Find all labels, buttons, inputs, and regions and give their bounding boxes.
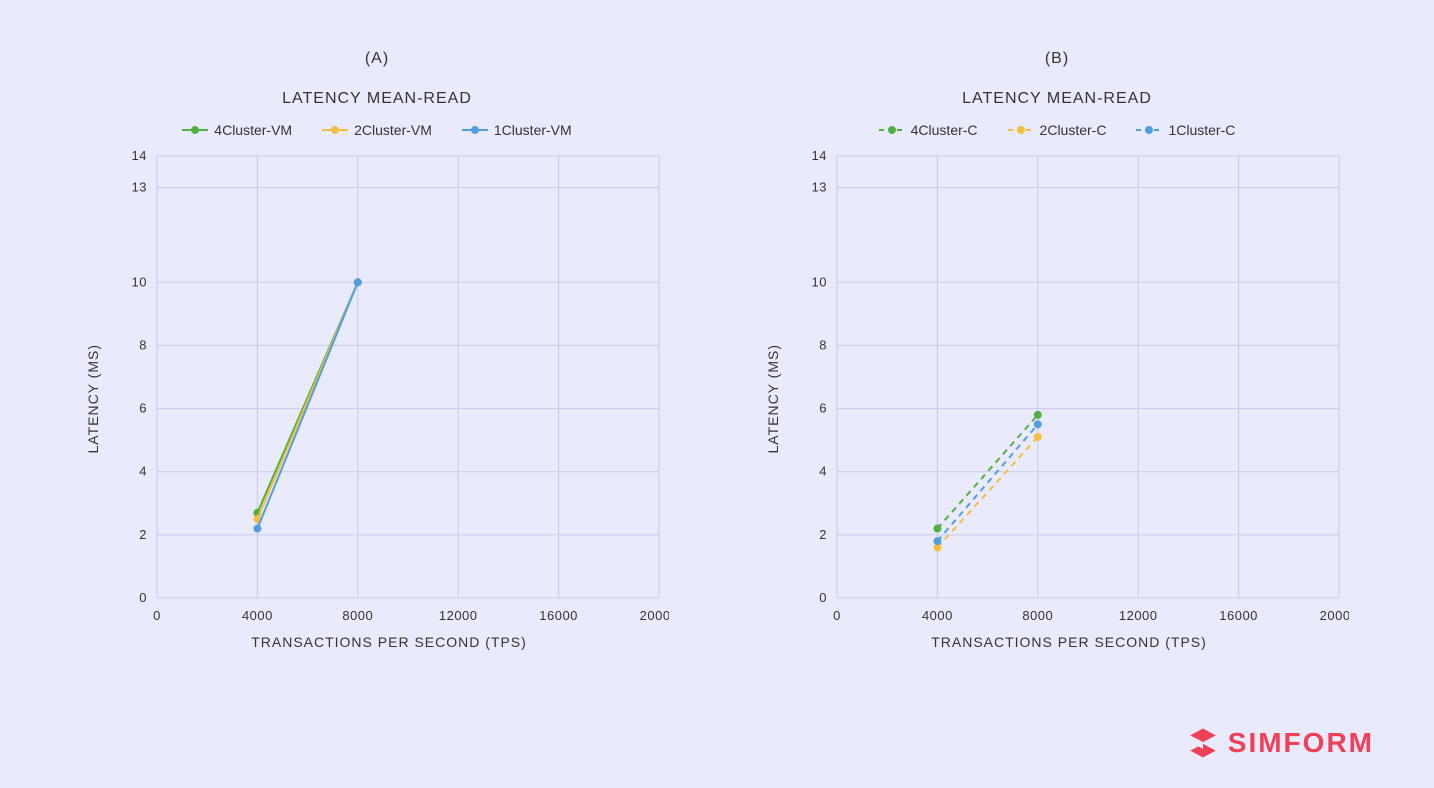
legend-item: 1Cluster-C <box>1136 122 1235 138</box>
legend-item: 1Cluster-VM <box>462 122 572 138</box>
svg-text:0: 0 <box>833 608 841 623</box>
legend: 4Cluster-VM 2Cluster-VM 1Cluster-VM <box>182 122 571 138</box>
series-line <box>937 437 1037 548</box>
svg-text:0: 0 <box>139 590 147 605</box>
svg-text:4000: 4000 <box>922 608 953 623</box>
svg-text:13: 13 <box>812 180 827 195</box>
chart-panel-0: (A) LATENCY MEAN-READ 4Cluster-VM 2Cluster-… <box>67 50 687 650</box>
svg-text:13: 13 <box>132 180 147 195</box>
series-marker <box>933 525 941 533</box>
series-marker <box>354 278 362 286</box>
x-axis-label: TRANSACTIONS PER SECOND (TPS) <box>251 634 527 650</box>
y-axis-label: LATENCY (MS) <box>765 344 781 454</box>
svg-text:12000: 12000 <box>439 608 478 623</box>
simform-logo-icon <box>1186 726 1220 760</box>
plot-svg: 0 4000 8000 12000 16000 20000 0 2 4 6 8 10 13 14 <box>789 148 1349 628</box>
svg-text:8: 8 <box>819 337 827 352</box>
svg-text:4000: 4000 <box>242 608 273 623</box>
svg-text:8000: 8000 <box>342 608 373 623</box>
svg-text:20000: 20000 <box>1320 608 1349 623</box>
svg-text:4: 4 <box>139 464 147 479</box>
legend-swatch <box>879 129 905 131</box>
y-axis-label: LATENCY (MS) <box>85 344 101 454</box>
legend-swatch <box>462 129 488 131</box>
series-marker <box>933 537 941 545</box>
brand-logo-text: SIMFORM <box>1228 727 1374 759</box>
svg-text:8: 8 <box>139 337 147 352</box>
plot-wrap: 0 4000 8000 12000 16000 20000 0 2 4 6 8 10 13 14 TRANS… <box>789 148 1349 650</box>
series-marker <box>253 525 261 533</box>
svg-text:16000: 16000 <box>539 608 578 623</box>
charts-row: (A) LATENCY MEAN-READ 4Cluster-VM 2Cluster-… <box>0 0 1434 670</box>
svg-text:10: 10 <box>812 274 827 289</box>
legend-swatch <box>182 129 208 131</box>
panel-label: (A) <box>365 50 389 68</box>
svg-text:8000: 8000 <box>1022 608 1053 623</box>
brand-logo: SIMFORM <box>1186 726 1374 760</box>
legend-item: 2Cluster-C <box>1008 122 1107 138</box>
series-marker <box>1034 433 1042 441</box>
svg-text:10: 10 <box>132 274 147 289</box>
svg-text:14: 14 <box>132 148 147 163</box>
svg-text:16000: 16000 <box>1219 608 1258 623</box>
legend-item: 4Cluster-VM <box>182 122 292 138</box>
svg-text:12000: 12000 <box>1119 608 1158 623</box>
legend-swatch <box>322 129 348 131</box>
svg-text:2: 2 <box>819 527 827 542</box>
legend-swatch <box>1136 129 1162 131</box>
svg-text:0: 0 <box>819 590 827 605</box>
svg-text:6: 6 <box>819 401 827 416</box>
series-marker <box>1034 420 1042 428</box>
svg-text:0: 0 <box>153 608 161 623</box>
chart-body: LATENCY (MS) 0 4000 8000 12000 16000 20000 0 2 4 6… <box>765 148 1349 650</box>
legend-item: 2Cluster-VM <box>322 122 432 138</box>
plot-svg: 0 4000 8000 12000 16000 20000 0 2 4 6 8 10 13 14 <box>109 148 669 628</box>
plot-wrap: 0 4000 8000 12000 16000 20000 0 2 4 6 8 10 13 14 TRANS… <box>109 148 669 650</box>
chart-panel-1: (B) LATENCY MEAN-READ 4Cluster-C 2Cluster-C… <box>747 50 1367 650</box>
series-line <box>257 282 357 528</box>
legend-label: 1Cluster-C <box>1168 122 1235 138</box>
chart-title: LATENCY MEAN-READ <box>962 90 1152 108</box>
legend-label: 2Cluster-VM <box>354 122 432 138</box>
series-marker <box>1034 411 1042 419</box>
svg-text:6: 6 <box>139 401 147 416</box>
x-axis-label: TRANSACTIONS PER SECOND (TPS) <box>931 634 1207 650</box>
legend-item: 4Cluster-C <box>879 122 978 138</box>
legend-label: 4Cluster-C <box>911 122 978 138</box>
legend-swatch <box>1008 129 1034 131</box>
panel-label: (B) <box>1045 50 1069 68</box>
series-line <box>937 424 1037 541</box>
legend-label: 1Cluster-VM <box>494 122 572 138</box>
chart-title: LATENCY MEAN-READ <box>282 90 472 108</box>
chart-body: LATENCY (MS) 0 4000 8000 12000 16000 20000 0 2 4 6… <box>85 148 669 650</box>
legend: 4Cluster-C 2Cluster-C 1Cluster-C <box>879 122 1236 138</box>
svg-text:20000: 20000 <box>640 608 669 623</box>
legend-label: 2Cluster-C <box>1040 122 1107 138</box>
svg-text:4: 4 <box>819 464 827 479</box>
svg-text:14: 14 <box>812 148 827 163</box>
legend-label: 4Cluster-VM <box>214 122 292 138</box>
svg-text:2: 2 <box>139 527 147 542</box>
